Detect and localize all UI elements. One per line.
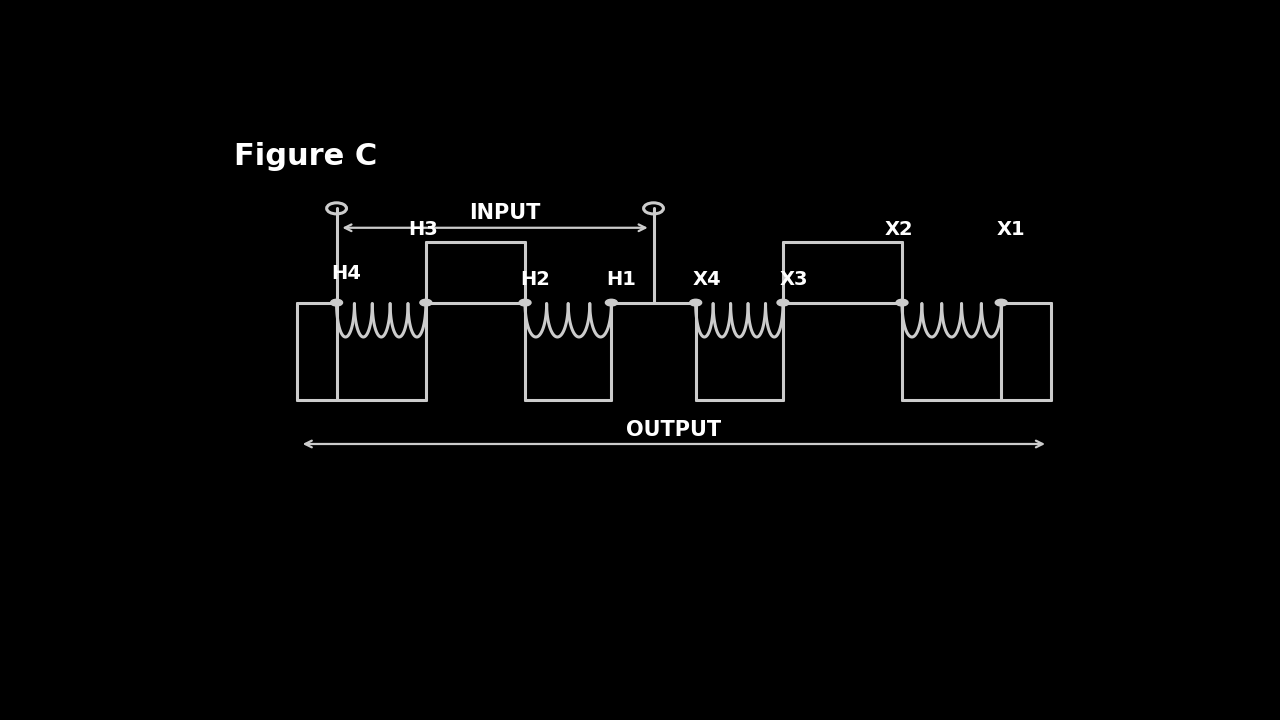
Circle shape <box>420 300 431 306</box>
Text: X1: X1 <box>996 220 1025 239</box>
Text: H1: H1 <box>607 270 636 289</box>
Text: Figure C: Figure C <box>234 142 378 171</box>
Circle shape <box>896 300 908 306</box>
Text: INPUT: INPUT <box>470 203 540 223</box>
Circle shape <box>605 300 617 306</box>
Text: X2: X2 <box>884 220 913 239</box>
Circle shape <box>777 300 788 306</box>
Text: H3: H3 <box>408 220 438 239</box>
Text: H4: H4 <box>332 264 361 283</box>
Circle shape <box>690 300 701 306</box>
Text: X4: X4 <box>692 270 722 289</box>
Text: OUTPUT: OUTPUT <box>626 420 722 439</box>
Circle shape <box>996 300 1007 306</box>
Text: H2: H2 <box>520 270 550 289</box>
Circle shape <box>520 300 531 306</box>
Circle shape <box>330 300 343 306</box>
Text: X3: X3 <box>780 270 809 289</box>
